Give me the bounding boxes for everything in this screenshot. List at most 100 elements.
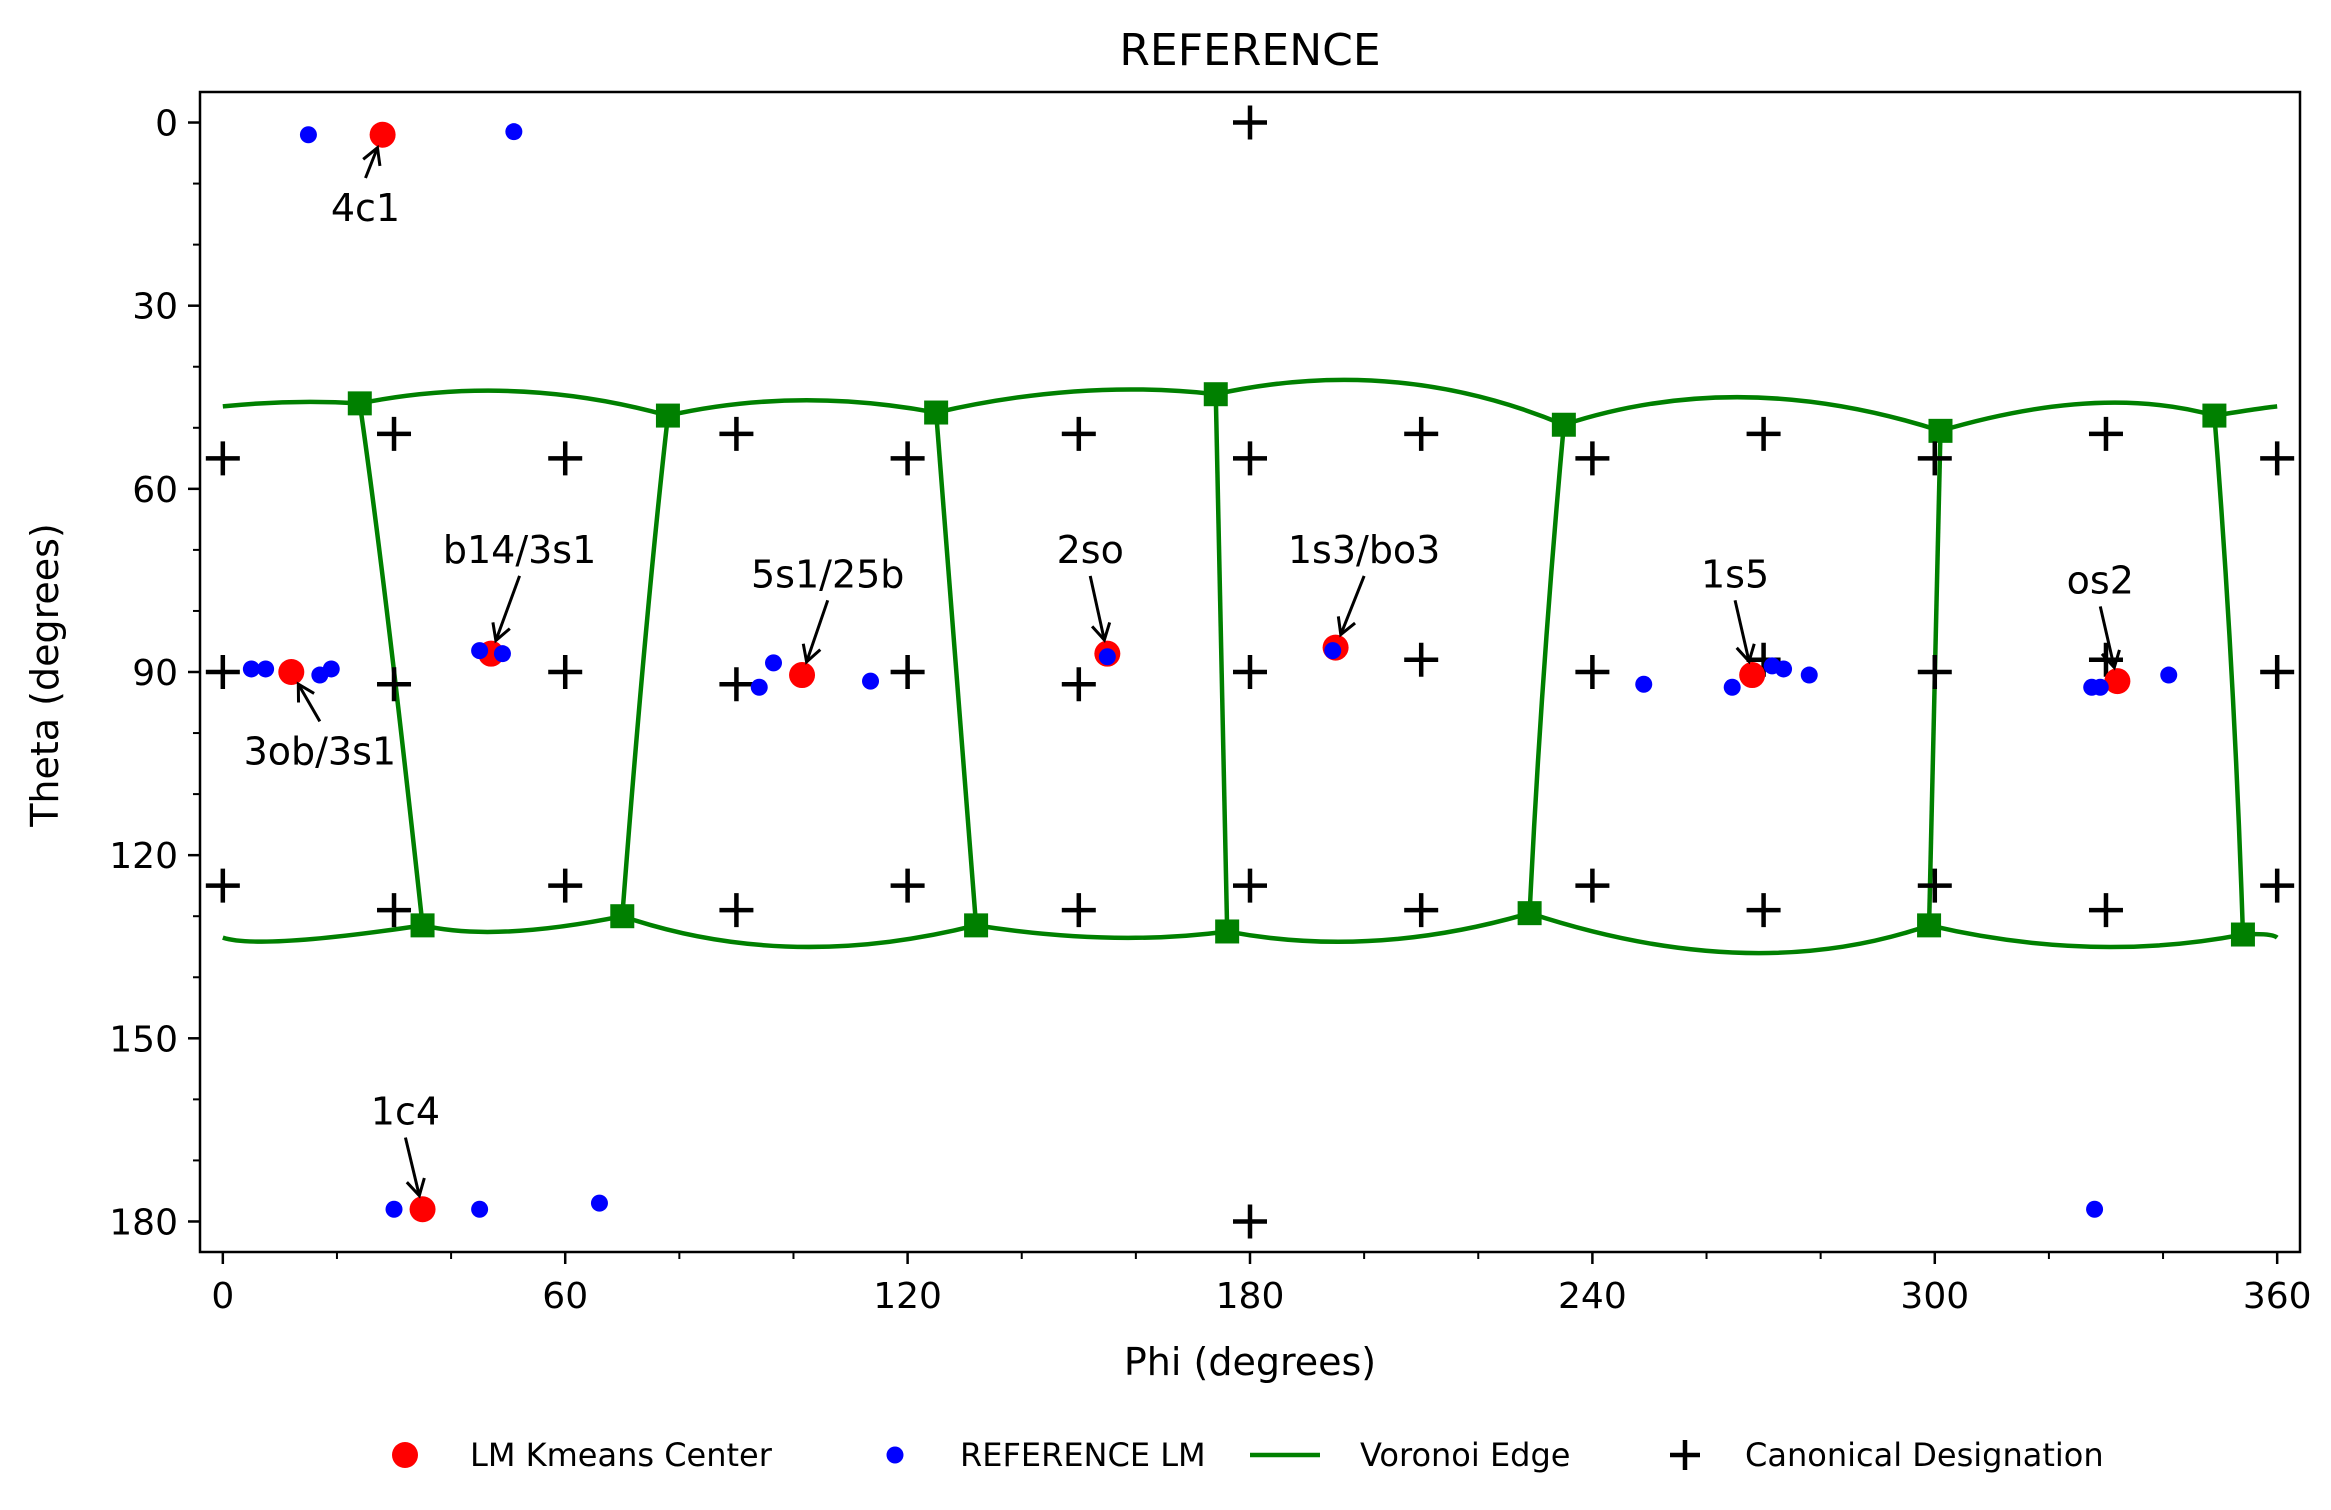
canonical-marker bbox=[377, 416, 412, 451]
annotation-arrow-head bbox=[1336, 616, 1356, 638]
voronoi-edge bbox=[359, 388, 669, 418]
canonical-marker bbox=[205, 441, 240, 476]
reference-lm-point bbox=[471, 642, 489, 660]
y-tick-label: 90 bbox=[132, 653, 178, 694]
legend-label: Voronoi Edge bbox=[1360, 1436, 1570, 1474]
voronoi-edge bbox=[667, 398, 937, 418]
annotation-arrow-head bbox=[405, 1177, 426, 1199]
voronoi-edge bbox=[620, 415, 671, 917]
reference-lm-point bbox=[1723, 678, 1741, 696]
canonical-marker bbox=[1746, 893, 1781, 928]
annotation-arrow-line bbox=[1088, 575, 1106, 641]
reference-lm-point bbox=[2160, 666, 2178, 684]
annotation-arrow-line bbox=[403, 1137, 421, 1196]
canonical-marker bbox=[1233, 868, 1267, 903]
legend-label: REFERENCE LM bbox=[960, 1436, 1206, 1474]
x-tick-label: 180 bbox=[1216, 1276, 1285, 1317]
canonical-marker bbox=[1233, 655, 1267, 689]
canonical-marker bbox=[2260, 441, 2295, 476]
annotation-arrow-line bbox=[494, 575, 521, 642]
reference-lm-point bbox=[862, 672, 880, 690]
voronoi-edge bbox=[222, 923, 423, 944]
reference-lm-point bbox=[385, 1200, 403, 1218]
canonical-marker bbox=[1061, 667, 1096, 702]
annotation-arrow-head bbox=[1735, 643, 1756, 665]
voronoi-vertex bbox=[1917, 913, 1942, 938]
canonical-marker bbox=[1061, 893, 1096, 928]
x-axis-label: Phi (degrees) bbox=[1124, 1340, 1376, 1384]
y-tick-label: 0 bbox=[155, 104, 178, 145]
voronoi-vertex bbox=[610, 904, 635, 929]
canonical-marker bbox=[2088, 893, 2123, 928]
voronoi-vertex bbox=[924, 400, 949, 425]
voronoi-vertex bbox=[1203, 382, 1228, 407]
canonical-marker bbox=[890, 655, 925, 689]
annotation-arrow-head bbox=[491, 622, 511, 644]
voronoi-edge bbox=[621, 914, 977, 950]
axes: 0 60 120 180 240 300 360 0 30 60 90 120 150 180 bbox=[109, 104, 2311, 1317]
kmeans-center-point bbox=[789, 662, 816, 689]
canonical-marker bbox=[205, 655, 240, 689]
reference-lm-point bbox=[505, 123, 523, 141]
annotation-label: 5s1/25b bbox=[751, 552, 904, 596]
canonical-marker bbox=[890, 868, 925, 903]
reference-lm-point bbox=[322, 660, 340, 678]
legend-label: LM Kmeans Center bbox=[470, 1436, 773, 1474]
reference-lm-point bbox=[242, 660, 260, 678]
y-axis-label: Theta (degrees) bbox=[23, 523, 67, 828]
canonical-marker bbox=[548, 441, 583, 476]
voronoi-vertex bbox=[655, 403, 680, 428]
voronoi-vertex bbox=[1215, 919, 1240, 944]
canonical-marker bbox=[1917, 441, 1952, 476]
voronoi-edge bbox=[1226, 910, 1531, 945]
reference-lm-point bbox=[1635, 675, 1653, 693]
canonical-marker bbox=[1233, 441, 1267, 476]
canonical-marker bbox=[1233, 1204, 1267, 1239]
voronoi-vertex bbox=[1928, 418, 1953, 443]
legend: LM Kmeans Center REFERENCE LM Voronoi Edge… bbox=[392, 1436, 2104, 1474]
canonical-marker bbox=[1233, 105, 1267, 140]
annotation-arrow-head bbox=[362, 144, 382, 167]
x-tick-label: 360 bbox=[2243, 1276, 2312, 1317]
voronoi-edge bbox=[1939, 400, 2216, 433]
reference-lm-point bbox=[2091, 678, 2109, 696]
voronoi-vertex bbox=[1517, 901, 1542, 926]
annotation-arrow-line bbox=[805, 599, 830, 663]
canonical-marker bbox=[1917, 868, 1952, 903]
voronoi-vertex bbox=[410, 913, 435, 938]
canonical-marker bbox=[205, 868, 240, 903]
canonical-marker bbox=[1404, 893, 1439, 928]
canonical-marker bbox=[548, 868, 583, 903]
voronoi-vertex bbox=[2230, 922, 2255, 947]
reference-lm-point bbox=[2086, 1200, 2104, 1218]
canonical-marker bbox=[719, 667, 754, 702]
legend-marker-canonical bbox=[1670, 1440, 1700, 1470]
canonical-marker bbox=[2260, 868, 2295, 903]
canonical-marker bbox=[377, 667, 412, 702]
annotation-arrow-head bbox=[801, 643, 822, 665]
voronoi-edge bbox=[1527, 424, 1567, 914]
voronoi-edge bbox=[222, 399, 360, 409]
canonical-marker bbox=[1917, 655, 1952, 689]
voronoi-edge bbox=[1928, 923, 2244, 950]
reference-lm-point bbox=[1098, 648, 1116, 666]
voronoi-edge bbox=[975, 923, 1228, 941]
x-tick-label: 120 bbox=[873, 1276, 942, 1317]
voronoi-vertex bbox=[2202, 403, 2227, 428]
annotation-label: 1s5 bbox=[1701, 552, 1769, 596]
voronoi-edge bbox=[935, 387, 1217, 415]
annotation-arrow-head bbox=[1090, 622, 1112, 643]
chart-title: REFERENCE bbox=[1119, 25, 1380, 76]
canonical-marker bbox=[1061, 416, 1096, 451]
reference-lm-point bbox=[750, 678, 768, 696]
y-tick-label: 30 bbox=[132, 287, 178, 328]
reference-lm-point bbox=[1324, 642, 1342, 660]
voronoi-edge bbox=[1528, 911, 1930, 956]
annotation-arrow-line bbox=[2098, 606, 2116, 668]
annotation-arrow-line bbox=[364, 147, 379, 179]
kmeans-center-point bbox=[409, 1196, 436, 1223]
voronoi-edge bbox=[1563, 395, 1942, 433]
annotation-label: 2so bbox=[1057, 528, 1124, 572]
voronoi-vertex bbox=[1551, 412, 1576, 437]
